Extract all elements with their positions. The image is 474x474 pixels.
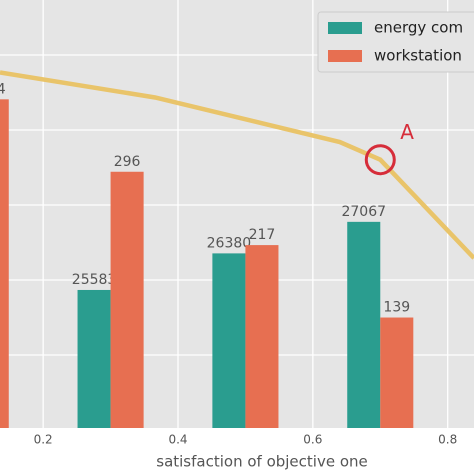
- x-tick-label: 0.4: [168, 433, 187, 447]
- bar: [0, 99, 9, 428]
- bar-label: 26380: [207, 235, 252, 251]
- bar-label: 374: [0, 81, 6, 97]
- bar: [110, 171, 144, 428]
- bar-label: 27067: [341, 204, 386, 220]
- x-tick-label: 0.6: [303, 433, 322, 447]
- legend-swatch: [328, 50, 362, 62]
- bar-label: 139: [383, 300, 410, 316]
- x-tick-label: 0.2: [34, 433, 53, 447]
- plot: 25583 26380 27067 374 296 217 139: [0, 0, 474, 428]
- bar: [212, 253, 246, 428]
- bar: [380, 317, 414, 428]
- bar-label: 296: [114, 154, 141, 170]
- annotation-marker: [364, 144, 396, 176]
- bar: [347, 221, 381, 428]
- x-axis-label: satisfaction of objective one: [156, 453, 368, 471]
- legend-label: energy com: [374, 19, 463, 37]
- bar-label: 217: [249, 227, 276, 243]
- x-tick-label: 0.8: [438, 433, 457, 447]
- legend: energy com workstation: [317, 11, 474, 73]
- line: [0, 70, 474, 260]
- annotation-label: A: [400, 120, 414, 144]
- bar-label: 25583: [72, 272, 117, 288]
- legend-label: workstation: [374, 47, 462, 65]
- legend-swatch: [328, 22, 362, 34]
- bar: [245, 245, 279, 428]
- bar: [77, 289, 111, 428]
